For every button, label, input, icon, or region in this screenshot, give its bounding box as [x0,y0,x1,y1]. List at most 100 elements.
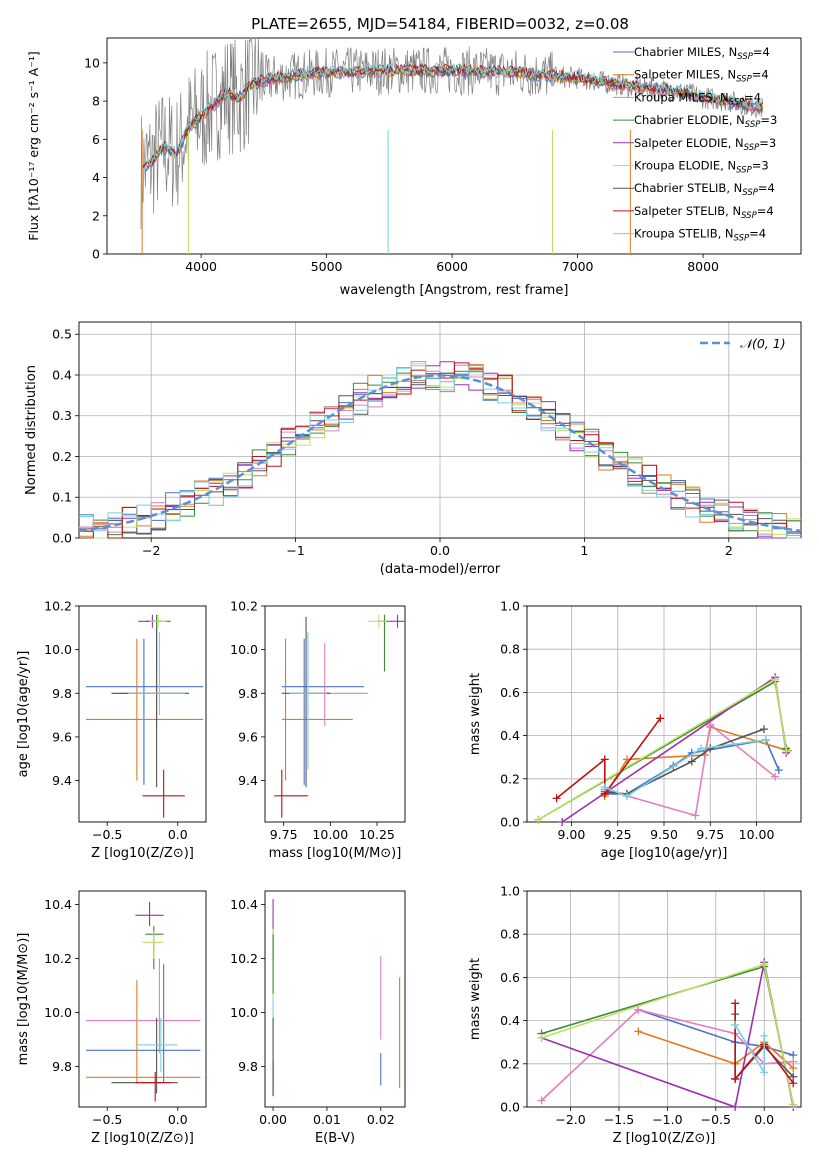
mass-vs-z-ylabel: mass [log10(M/M⊙)] [16,933,31,1066]
y-tick-label: 2 [92,208,100,223]
histogram-kroupa_stelib [79,365,801,539]
series-marker [760,1068,769,1077]
y-tick-label: 9.6 [52,729,72,744]
legend-entry: Salpeter MILES, NSSP=4 [634,68,769,85]
x-tick-label: −0.5 [701,1112,731,1127]
y-tick-label: 10.4 [230,897,258,912]
massweight-vs-z-ylabel: mass weight [468,958,483,1040]
series-marker [558,818,567,826]
massweight-vs-age-axes [523,605,802,826]
series-marker [687,757,696,766]
x-tick-label: 2 [725,543,733,558]
massweight-vs-age-xlabel: age [log10(age/yr)] [601,846,728,861]
model-spectrum-kroupa_stelib [141,63,763,171]
x-tick-label: 0.0 [168,827,188,842]
y-tick-label: 10 [84,55,100,70]
x-tick-label: −0.5 [92,1112,122,1127]
plot-layer: 4000 5000 6000 7000 8000 0 2 4 6 8 10 Chabrier MILE… [16,37,802,1146]
massweight-vs-z-xlabel: Z [log10(Z/Z⊙)] [613,1131,716,1146]
y-tick-label: 9.4 [238,773,258,788]
legend-entry: Chabrier STELIB, NSSP=4 [634,181,775,198]
legend-entry: Salpeter STELIB, NSSP=4 [634,204,774,221]
y-tick-label: 9.8 [238,686,258,701]
y-tick-label: 10.0 [230,642,258,657]
y-tick-label: 0.8 [500,642,520,657]
age-vs-mass-frame [264,605,406,823]
age-vs-z-axes [75,605,207,826]
x-tick-label: 10.25 [359,827,395,842]
y-tick-label: 9.8 [52,686,72,701]
massweight-vs-z-axes [523,890,802,1111]
x-tick-label: 0.01 [313,1112,341,1127]
y-tick-label: 10.2 [230,951,258,966]
x-tick-label: 10.00 [739,827,775,842]
x-tick-label: 9.00 [558,827,586,842]
series-marker [731,1074,740,1083]
histogram-xlabel: (data-model)/error [380,562,501,577]
y-tick-label: 0.2 [500,1056,520,1071]
x-tick-label: 9.75 [270,827,298,842]
y-tick-label: 0.5 [52,327,72,342]
y-tick-label: 9.8 [52,1059,72,1074]
series-marker [552,794,561,803]
mass-vs-z-axes [75,890,207,1111]
y-tick-label: 10.2 [44,599,72,614]
legend-entry: Kroupa MILES, NSSP=4 [634,90,761,107]
series-marker [789,1079,798,1088]
series-marker [697,744,706,753]
x-tick-label: 0.00 [259,1112,287,1127]
series-marker [731,1103,740,1111]
series-marker [760,1031,769,1040]
x-tick-label: −1 [286,543,304,558]
series-marker [761,735,770,744]
series-marker [634,1027,643,1036]
gaussian-curve [78,374,802,533]
series-marker [537,1096,546,1105]
x-tick-label: 0.0 [430,543,450,558]
mass-vs-ebv-xlabel: E(B-V) [315,1131,355,1146]
x-tick-label: 4000 [185,259,217,274]
y-tick-label: 10.0 [44,642,72,657]
series-line-salpeter_stelib [556,717,661,799]
series-marker [759,725,768,734]
legend-entry: Chabrier MILES, NSSP=4 [634,45,770,62]
age-vs-mass-axes [261,605,406,826]
series-marker [691,811,700,820]
mass-vs-z-frame [78,890,207,1108]
y-tick-label: 10.0 [230,1005,258,1020]
x-tick-label: 7000 [562,259,594,274]
mass-vs-ebv-axes [261,890,406,1111]
y-tick-label: 0.2 [500,771,520,786]
series-marker [731,1020,740,1029]
x-tick-label: 0.02 [367,1112,395,1127]
x-tick-label: 9.75 [696,827,724,842]
x-tick-label: −2.0 [555,1112,585,1127]
y-tick-label: 6 [92,132,100,147]
massweight-vs-z-frame [526,890,802,1108]
y-tick-label: 0.6 [500,970,520,985]
y-tick-label: 0.4 [500,1013,520,1028]
x-tick-label: 5000 [311,259,343,274]
series-marker [789,1100,798,1109]
x-tick-label: −2 [142,543,160,558]
y-tick-label: 10.0 [44,1005,72,1020]
age-vs-z-ylabel: age [log10(age/yr)] [16,651,31,778]
legend-entry: Kroupa ELODIE, NSSP=3 [634,159,769,176]
series-marker [656,714,665,723]
x-tick-label: 8000 [687,259,719,274]
x-tick-label: 6000 [436,259,468,274]
spectrum-ylabel: Flux [fλ10⁻¹⁷ erg cm⁻² s⁻¹ A⁻¹] [26,51,41,240]
legend-entry: Salpeter ELODIE, NSSP=3 [634,136,776,153]
y-tick-label: 0.1 [52,490,72,505]
x-tick-label: −0.5 [92,827,122,842]
age-vs-z-frame [78,605,207,823]
spectrum-axes [103,37,802,258]
y-tick-label: 0.3 [52,408,72,423]
massweight-vs-age-ylabel: mass weight [468,673,483,755]
y-tick-label: 9.4 [52,773,72,788]
x-tick-label: 9.50 [650,827,678,842]
series-line-salpeter_elodie [561,675,787,823]
y-tick-label: 0.4 [500,728,520,743]
y-tick-label: 9.6 [238,729,258,744]
y-tick-label: 10.2 [44,951,72,966]
